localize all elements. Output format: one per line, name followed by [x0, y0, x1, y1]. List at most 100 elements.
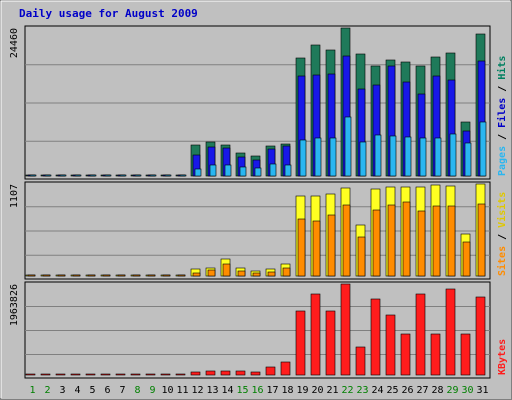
bar-kbytes — [370, 298, 381, 376]
bar-sites — [327, 214, 336, 277]
bar-sites — [282, 267, 291, 277]
day-label: 7 — [119, 385, 125, 396]
day-label: 19 — [296, 385, 308, 396]
day-label: 13 — [206, 385, 218, 396]
day-label: 29 — [446, 385, 458, 396]
bar-sites — [117, 274, 126, 277]
bar-kbytes — [175, 373, 186, 376]
bar-pages — [89, 174, 97, 177]
bar-pages — [464, 142, 472, 177]
bar-kbytes — [145, 373, 156, 376]
day-label: 23 — [356, 385, 368, 396]
day-label: 9 — [149, 385, 155, 396]
series-kbytes — [25, 283, 486, 376]
day-label: 20 — [311, 385, 323, 396]
legend-entry: Files — [496, 98, 508, 128]
bar-pages — [434, 137, 442, 177]
bar-sites — [177, 274, 186, 277]
legend-entry: / — [497, 128, 508, 146]
day-label: 11 — [176, 385, 188, 396]
bar-pages — [389, 135, 397, 177]
bar-pages — [284, 164, 292, 177]
day-label: 17 — [266, 385, 278, 396]
day-label: 18 — [281, 385, 293, 396]
bar-kbytes — [295, 310, 306, 376]
day-label: 21 — [326, 385, 338, 396]
bar-kbytes — [115, 373, 126, 376]
bar-sites — [72, 274, 81, 277]
bar-sites — [372, 209, 381, 277]
bar-pages — [254, 167, 262, 177]
bar-kbytes — [400, 333, 411, 376]
day-label: 28 — [431, 385, 443, 396]
bar-kbytes — [415, 293, 426, 376]
bar-kbytes — [85, 373, 96, 376]
bar-pages — [344, 116, 352, 177]
bar-kbytes — [205, 370, 216, 376]
bar-pages — [329, 137, 337, 177]
bar-kbytes — [310, 293, 321, 376]
bar-sites — [207, 269, 216, 277]
bar-sites — [57, 274, 66, 277]
legend-entry: Pages — [497, 146, 508, 176]
bar-sites — [432, 205, 441, 277]
bar-kbytes — [55, 373, 66, 376]
bar-pages — [104, 174, 112, 177]
bar-sites — [42, 274, 51, 277]
panel-2: 1107 Sites / Visits — [9, 181, 508, 280]
day-label: 4 — [74, 385, 80, 396]
day-label: 25 — [386, 385, 398, 396]
bar-pages — [359, 141, 367, 177]
day-label: 3 — [59, 385, 65, 396]
bar-kbytes — [130, 373, 141, 376]
bar-pages — [134, 174, 142, 177]
series-pages — [29, 116, 487, 177]
day-label: 14 — [221, 385, 233, 396]
legend-entry: / — [497, 80, 508, 98]
series-files — [27, 55, 486, 177]
bar-pages — [479, 121, 487, 177]
legend-entry: / — [497, 228, 508, 246]
bar-sites — [357, 236, 366, 277]
panel-3: 1963826 KBytes — [9, 281, 508, 379]
day-label: 6 — [104, 385, 110, 396]
bar-sites — [297, 218, 306, 277]
series-sites — [27, 201, 486, 277]
bar-pages — [314, 137, 322, 177]
chart-panels: 24460 Pages / Files / Hits 1107 Sites / Vis… — [9, 25, 508, 379]
bar-sites — [27, 274, 36, 277]
bar-pages — [119, 174, 127, 177]
bar-pages — [374, 134, 382, 177]
bar-kbytes — [25, 373, 36, 376]
bar-pages — [209, 164, 217, 177]
panel-max-label: 24460 — [9, 28, 20, 58]
day-label: 15 — [236, 385, 248, 396]
legend-entry: KBytes — [497, 339, 508, 375]
panel-legend: Sites / Visits — [496, 192, 508, 276]
bar-sites — [342, 204, 351, 277]
bar-sites — [147, 274, 156, 277]
bar-kbytes — [235, 370, 246, 376]
day-label: 31 — [476, 385, 488, 396]
legend-entry: Hits — [496, 56, 508, 80]
bar-pages — [194, 168, 202, 177]
bar-pages — [179, 174, 187, 177]
bar-pages — [74, 174, 82, 177]
bar-kbytes — [475, 296, 486, 376]
day-label: 8 — [134, 385, 140, 396]
bar-sites — [417, 210, 426, 277]
day-label: 10 — [161, 385, 173, 396]
bar-kbytes — [385, 314, 396, 376]
bar-pages — [419, 137, 427, 177]
bar-kbytes — [100, 373, 111, 376]
bar-kbytes — [430, 333, 441, 376]
day-label: 2 — [44, 385, 50, 396]
bar-pages — [224, 164, 232, 177]
panel-1: 24460 Pages / Files / Hits — [9, 25, 508, 180]
panel-legend: KBytes — [497, 339, 508, 375]
legend-entry: Sites — [496, 246, 508, 276]
bar-sites — [477, 203, 486, 277]
chart-title: Daily usage for August 2009 — [19, 7, 198, 20]
